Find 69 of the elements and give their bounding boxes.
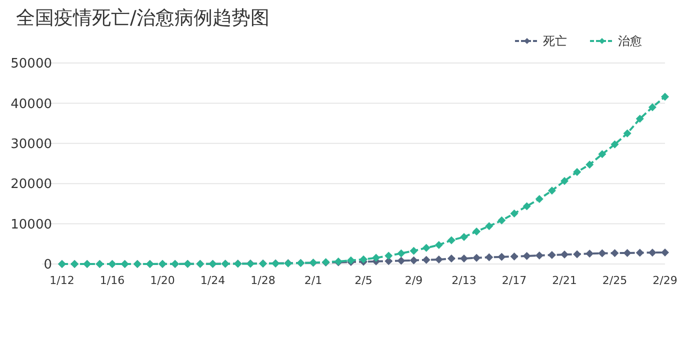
x-tick-label: 2/29 [652, 274, 678, 287]
point [510, 252, 518, 260]
point [648, 248, 656, 257]
x-tick-label: 2/9 [404, 274, 423, 287]
x-tick-label: 1/28 [250, 274, 276, 287]
point [586, 250, 594, 258]
point [573, 168, 582, 176]
point [610, 249, 619, 258]
point [573, 250, 582, 258]
point [623, 129, 632, 138]
point [636, 114, 644, 123]
point [522, 202, 531, 210]
point [623, 248, 632, 257]
x-tick-label: 2/5 [354, 274, 372, 287]
point [548, 186, 556, 195]
y-tick-label: 0 [44, 258, 52, 273]
point [485, 253, 494, 262]
point [510, 210, 518, 218]
point [598, 150, 606, 158]
legend-label: 治愈 [618, 34, 642, 48]
y-tick-label: 40000 [10, 96, 52, 112]
point [661, 248, 669, 256]
legend-label: 死亡 [543, 34, 567, 48]
point [384, 252, 393, 260]
point [598, 249, 606, 258]
point [485, 222, 494, 230]
point [460, 232, 468, 241]
chart-title: 全国疫情死亡/治愈病例趋势图 [16, 7, 270, 29]
point [397, 256, 406, 265]
point [447, 254, 456, 262]
point [560, 250, 568, 259]
point [535, 251, 544, 260]
x-tick-label: 2/25 [602, 274, 628, 287]
y-tick-label: 20000 [10, 177, 52, 192]
point [535, 195, 544, 204]
point [447, 236, 456, 244]
point [636, 248, 644, 257]
y-tick-label: 50000 [10, 56, 52, 72]
point [360, 255, 368, 264]
y-tick-label: 30000 [10, 136, 52, 152]
x-tick-label: 1/20 [150, 274, 175, 287]
point [610, 140, 619, 148]
y-tick-label: 10000 [10, 217, 52, 232]
point [498, 252, 506, 261]
point [422, 244, 430, 252]
point [397, 249, 406, 258]
point [648, 103, 656, 112]
point [498, 216, 506, 224]
point [560, 176, 568, 185]
point [472, 254, 481, 262]
x-tick-label: 2/17 [502, 274, 527, 287]
point [410, 246, 418, 255]
x-tick-label: 2/13 [452, 274, 476, 287]
x-tick-label: 1/24 [200, 274, 226, 287]
point [661, 92, 669, 101]
x-tick-label: 1/16 [100, 274, 125, 287]
point [522, 252, 531, 260]
point [460, 254, 468, 262]
point [434, 256, 443, 264]
x-tick-label: 2/21 [552, 274, 577, 287]
point [372, 254, 380, 262]
point [410, 256, 418, 264]
point [548, 250, 556, 259]
x-tick-label: 2/1 [304, 274, 322, 287]
point [422, 256, 430, 264]
point [472, 227, 481, 236]
point [586, 160, 594, 169]
x-tick-label: 1/12 [50, 274, 74, 287]
point [434, 240, 443, 249]
